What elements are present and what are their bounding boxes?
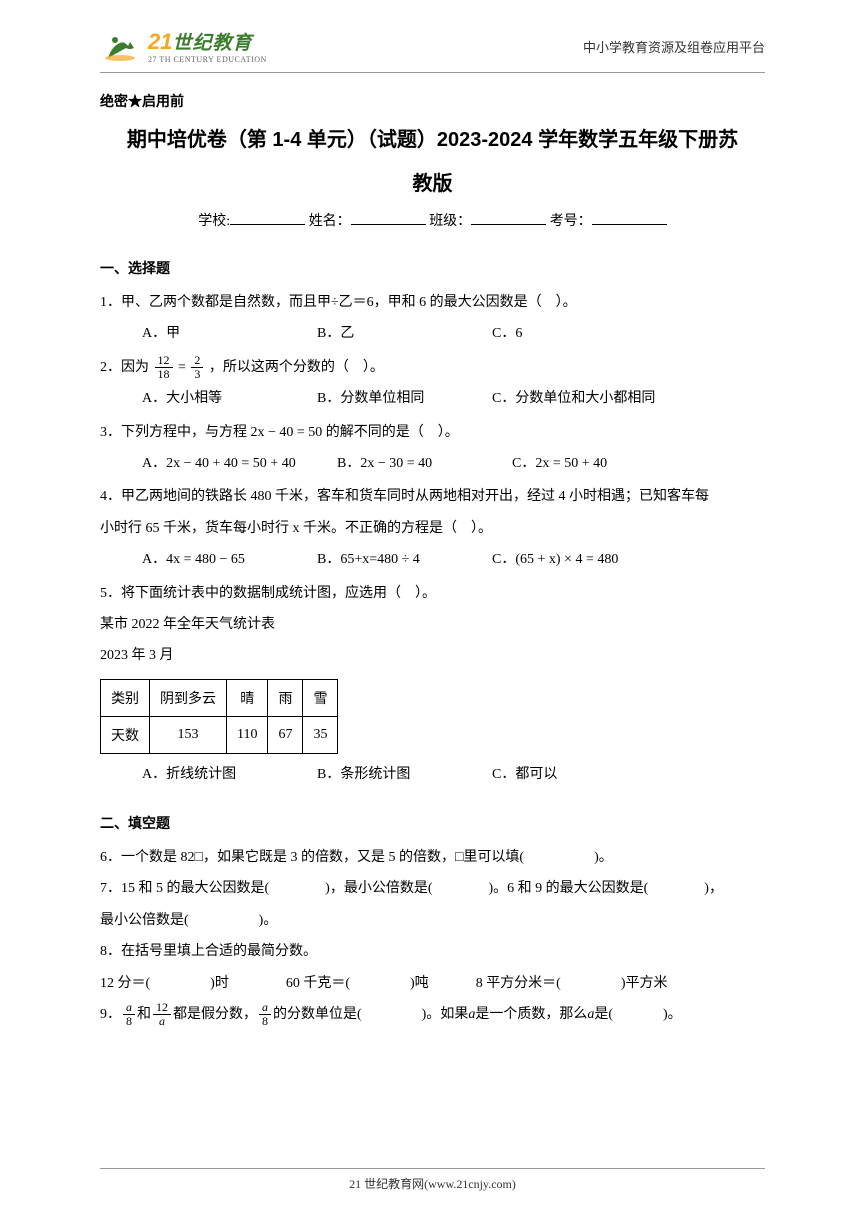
question-6: 6．一个数是 82□，如果它既是 3 的倍数，又是 5 的倍数，□里可以填( )…: [100, 843, 765, 872]
question-5-sub1: 某市 2022 年全年天气统计表: [100, 610, 765, 639]
question-5-sub2: 2023 年 3 月: [100, 641, 765, 670]
page-header: 21世纪教育 27 TH CENTURY EDUCATION 中小学教育资源及组…: [100, 0, 765, 73]
class-label: 班级：: [429, 214, 471, 229]
examno-label: 考号：: [550, 214, 592, 229]
content-area: 绝密★启用前 期中培优卷（第 1-4 单元）（试题）2023-2024 学年数学…: [0, 73, 860, 1029]
school-label: 学校:: [198, 214, 230, 229]
q2-optC: C．分数单位和大小都相同: [492, 384, 667, 413]
q2-frac1: 1218: [155, 354, 173, 381]
question-5-options: A．折线统计图 B．条形统计图 C．都可以: [100, 760, 765, 789]
table-cell: 110: [227, 716, 268, 753]
table-cell: 153: [150, 716, 227, 753]
q3-optB: B．2x − 30 = 40: [337, 449, 512, 478]
question-2-options: A．大小相等 B．分数单位相同 C．分数单位和大小都相同: [100, 384, 765, 413]
q2-optA: A．大小相等: [142, 384, 317, 413]
table-cell: 35: [303, 716, 338, 753]
section1-title: 一、选择题: [100, 258, 765, 278]
question-1: 1．甲、乙两个数都是自然数，而且甲÷乙＝6，甲和 6 的最大公因数是（ ）。: [100, 288, 765, 317]
question-4-line1: 4．甲乙两地间的铁路长 480 千米，客车和货车同时从两地相对开出，经过 4 小…: [100, 482, 765, 511]
question-4-options: A．4x = 480 − 65 B．65+x=480 ÷ 4 C．(65 + x…: [100, 545, 765, 574]
weather-table: 类别 阴到多云 晴 雨 雪 天数 153 110 67 35: [100, 679, 338, 754]
q2-frac2: 23: [191, 354, 203, 381]
exam-title-line2: 教版: [100, 167, 765, 196]
class-blank[interactable]: [471, 211, 546, 225]
q2-eq: =: [178, 360, 189, 375]
question-3: 3．下列方程中，与方程 2x − 40 = 50 的解不同的是（ ）。: [100, 418, 765, 447]
student-info-line: 学校: 姓名： 班级： 考号：: [100, 210, 765, 230]
q5-optC: C．都可以: [492, 760, 667, 789]
q9-frac3: a8: [259, 1001, 271, 1028]
question-1-options: A．甲 B．乙 C．6: [100, 319, 765, 348]
section2-title: 二、填空题: [100, 813, 765, 833]
question-3-options: A．2x − 40 + 40 = 50 + 40 B．2x − 30 = 40 …: [100, 449, 765, 478]
q4-optC: C．(65 + x) × 4 = 480: [492, 545, 667, 574]
question-7-line1: 7．15 和 5 的最大公因数是( )，最小公倍数是( )。6 和 9 的最大公…: [100, 874, 765, 903]
q9-frac2: 12a: [153, 1001, 171, 1028]
page-footer: 21 世纪教育网(www.21cnjy.com): [100, 1168, 765, 1192]
q1-optC: C．6: [492, 319, 667, 348]
q2-suffix: ，所以这两个分数的（ ）。: [209, 360, 384, 375]
logo-text: 21世纪教育 27 TH CENTURY EDUCATION: [148, 28, 267, 64]
question-7-line2: 最小公倍数是( )。: [100, 906, 765, 935]
logo-sub: 27 TH CENTURY EDUCATION: [148, 55, 267, 64]
table-cell: 天数: [101, 716, 150, 753]
q1-optA: A．甲: [142, 319, 317, 348]
table-cell: 类别: [101, 679, 150, 716]
school-blank[interactable]: [230, 211, 305, 225]
logo: 21世纪教育 27 TH CENTURY EDUCATION: [100, 28, 267, 64]
question-9: 9． a8 和 12a 都是假分数， a8 的分数单位是( )。如果 a 是一个…: [100, 1000, 765, 1029]
name-label: 姓名：: [309, 214, 351, 229]
question-8-line: 12 分＝()时 60 千克＝()吨 8 平方分米＝()平方米: [100, 969, 765, 998]
q2-optB: B．分数单位相同: [317, 384, 492, 413]
examno-blank[interactable]: [592, 211, 667, 225]
table-cell: 雪: [303, 679, 338, 716]
table-cell: 67: [268, 716, 303, 753]
header-right-text: 中小学教育资源及组卷应用平台: [583, 37, 765, 56]
question-2: 2．因为 1218 = 23 ，所以这两个分数的（ ）。: [100, 353, 765, 382]
table-row: 类别 阴到多云 晴 雨 雪: [101, 679, 338, 716]
q4-optB: B．65+x=480 ÷ 4: [317, 545, 492, 574]
q5-optA: A．折线统计图: [142, 760, 317, 789]
logo-21: 21: [148, 29, 172, 54]
name-blank[interactable]: [351, 211, 426, 225]
table-cell: 阴到多云: [150, 679, 227, 716]
q2-prefix: 2．因为: [100, 360, 149, 375]
q5-optB: B．条形统计图: [317, 760, 492, 789]
question-8: 8．在括号里填上合适的最简分数。: [100, 937, 765, 966]
secret-label: 绝密★启用前: [100, 91, 765, 111]
q3-optA: A．2x − 40 + 40 = 50 + 40: [142, 449, 337, 478]
question-4-line2: 小时行 65 千米，货车每小时行 x 千米。不正确的方程是（ ）。: [100, 514, 765, 543]
q9-frac1: a8: [123, 1001, 135, 1028]
exam-title-line1: 期中培优卷（第 1-4 单元）（试题）2023-2024 学年数学五年级下册苏: [100, 121, 765, 159]
q1-optB: B．乙: [317, 319, 492, 348]
q3-optC: C．2x = 50 + 40: [512, 449, 687, 478]
table-row: 天数 153 110 67 35: [101, 716, 338, 753]
logo-icon: [100, 28, 142, 64]
q4-optA: A．4x = 480 − 65: [142, 545, 317, 574]
logo-main: 世纪教育: [172, 33, 252, 54]
question-5: 5．将下面统计表中的数据制成统计图，应选用（ ）。: [100, 579, 765, 608]
table-cell: 雨: [268, 679, 303, 716]
table-cell: 晴: [227, 679, 268, 716]
